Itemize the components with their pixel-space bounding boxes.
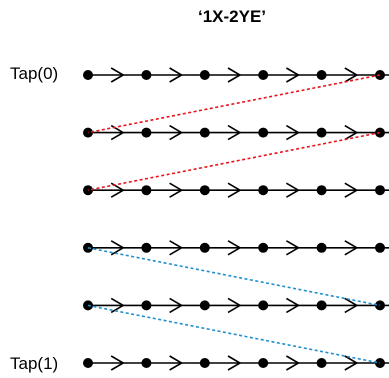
arrow-head bbox=[285, 297, 300, 314]
node bbox=[316, 127, 327, 138]
node bbox=[375, 242, 385, 253]
arrow-head bbox=[169, 297, 184, 314]
arrow-head bbox=[227, 297, 242, 314]
arrow-head bbox=[110, 355, 125, 371]
arrow-head bbox=[285, 182, 300, 198]
node bbox=[258, 300, 269, 311]
node bbox=[83, 70, 93, 80]
node bbox=[141, 70, 152, 80]
arrow-head bbox=[227, 240, 242, 256]
node bbox=[141, 185, 152, 196]
arrow-head bbox=[344, 124, 359, 141]
arrow-head bbox=[285, 67, 300, 83]
arrow-head bbox=[169, 355, 184, 371]
signal-row-4 bbox=[83, 297, 389, 314]
arrow-head bbox=[169, 240, 184, 256]
node bbox=[141, 127, 152, 138]
node bbox=[83, 358, 93, 368]
arrow-head bbox=[285, 240, 300, 256]
dashed-connection-3 bbox=[87, 304, 381, 364]
arrow-head bbox=[227, 67, 242, 83]
node bbox=[199, 70, 210, 80]
arrow-head bbox=[344, 240, 359, 256]
arrow-head bbox=[227, 182, 242, 198]
row-label-tap1: Tap(1) bbox=[10, 354, 59, 373]
signal-row-5 bbox=[83, 355, 389, 371]
arrow-head bbox=[285, 124, 300, 141]
arrow-head bbox=[344, 297, 359, 314]
node bbox=[141, 358, 152, 368]
node bbox=[375, 185, 385, 196]
node bbox=[141, 300, 152, 311]
signal-row-1 bbox=[83, 124, 389, 141]
signal-row-2 bbox=[83, 182, 389, 198]
dashed-connection-1 bbox=[87, 131, 381, 191]
arrow-head bbox=[110, 67, 125, 83]
dashed-connection-2 bbox=[87, 247, 381, 307]
arrow-head bbox=[344, 355, 359, 371]
node bbox=[199, 242, 210, 253]
arrow-head bbox=[169, 124, 184, 141]
arrow-head bbox=[169, 182, 184, 198]
arrow-head bbox=[285, 355, 300, 371]
node bbox=[199, 185, 210, 196]
row-label-tap0: Tap(0) bbox=[10, 64, 59, 83]
node bbox=[141, 242, 152, 253]
node bbox=[316, 70, 327, 80]
arrow-head bbox=[227, 124, 242, 141]
node bbox=[258, 70, 269, 80]
arrow-head bbox=[227, 355, 242, 371]
node bbox=[199, 358, 210, 368]
signal-row-0 bbox=[83, 67, 389, 83]
arrow-head bbox=[344, 67, 359, 83]
node bbox=[258, 185, 269, 196]
node bbox=[199, 300, 210, 311]
node bbox=[258, 358, 269, 368]
arrow-head bbox=[169, 67, 184, 83]
node bbox=[316, 358, 327, 368]
dashed-connection-0 bbox=[87, 74, 381, 134]
node bbox=[258, 242, 269, 253]
signal-row-3 bbox=[83, 240, 389, 256]
node bbox=[316, 242, 327, 253]
node bbox=[316, 185, 327, 196]
arrow-head bbox=[344, 182, 359, 198]
node bbox=[199, 127, 210, 138]
diagram-title: ‘1X-2YE’ bbox=[197, 7, 267, 26]
node bbox=[258, 127, 269, 138]
node bbox=[316, 300, 327, 311]
